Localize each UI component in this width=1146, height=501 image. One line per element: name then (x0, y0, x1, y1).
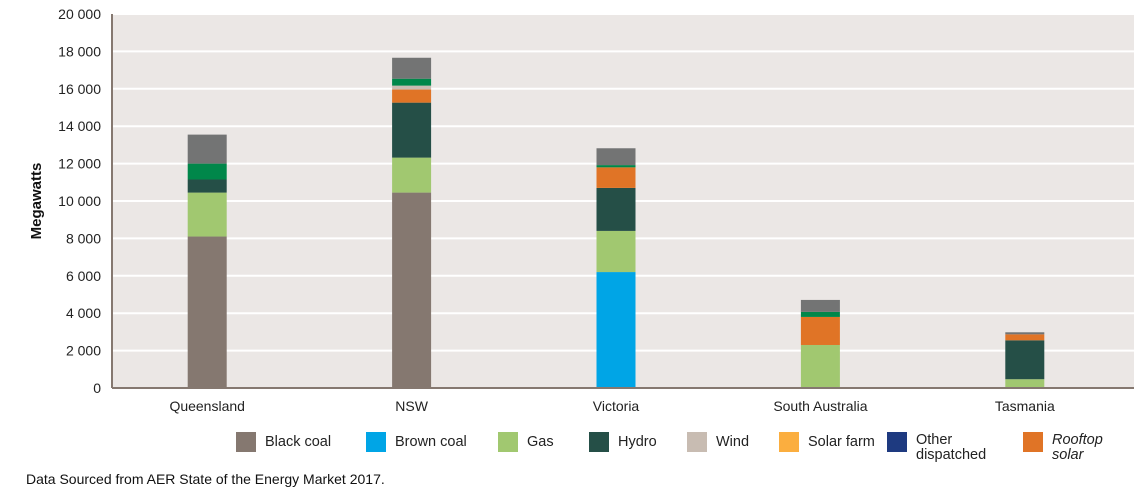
legend-label: Hydro (618, 434, 657, 450)
bar-segment-gas (392, 157, 432, 193)
y-tick-label: 16 000 (58, 81, 101, 97)
x-tick-label: Queensland (169, 398, 245, 414)
x-tick-label: NSW (395, 398, 428, 414)
y-axis-label: Megawatts (28, 163, 45, 240)
y-tick-label: 12 000 (58, 156, 101, 172)
legend-label: Solar farm (808, 434, 875, 450)
legend-item: Hydro (589, 432, 687, 463)
legend-item: Gas (498, 432, 589, 463)
bar-segment-hydro (187, 179, 227, 193)
legend-label: Gas (527, 434, 554, 450)
legend-swatch (1023, 432, 1043, 452)
y-tick-label: 6 000 (66, 268, 101, 284)
bar-segment-unlabeled (392, 57, 432, 79)
y-tick-label: 2 000 (66, 343, 101, 359)
bar-segment-brown-coal (596, 272, 636, 388)
legend-item: Brown coal (366, 432, 498, 463)
legend-label: Rooftop solar (1052, 432, 1103, 463)
legend-swatch (498, 432, 518, 452)
legend-item: Solar farm (779, 432, 887, 463)
y-tick-label: 20 000 (58, 6, 101, 22)
x-tick-label: Victoria (593, 398, 640, 414)
bar-segment-unlabeled (187, 134, 227, 164)
bar-segment-unlabeled (800, 311, 840, 317)
x-tick-label: South Australia (773, 398, 867, 414)
y-tick-label: 18 000 (58, 43, 101, 59)
legend-label: Black coal (265, 434, 332, 450)
footnote: Data Sourced from AER State of the Energ… (26, 471, 385, 487)
y-tick-label: 4 000 (66, 305, 101, 321)
legend-swatch (779, 432, 799, 452)
x-tick-label: Tasmania (995, 398, 1055, 414)
bar-segment-hydro (1005, 340, 1045, 380)
bar-segment-wind (392, 85, 432, 90)
legend-label: Other dispatched (916, 432, 987, 463)
legend-swatch (887, 432, 907, 452)
bar-segment-black-coal (392, 192, 432, 388)
y-tick-label: 10 000 (58, 193, 101, 209)
legend-swatch (236, 432, 256, 452)
bar-segment-rooftop-solar (596, 167, 636, 188)
bar-segment-unlabeled (187, 163, 227, 180)
bar-segment-unlabeled (596, 165, 636, 168)
y-tick-label: 8 000 (66, 230, 101, 246)
bar-segment-rooftop-solar (800, 316, 840, 345)
legend-swatch (589, 432, 609, 452)
legend-item: Rooftop solar (1023, 432, 1113, 463)
legend-swatch (687, 432, 707, 452)
bar-segment-unlabeled (1005, 332, 1045, 335)
bar-segment-unlabeled (392, 78, 432, 86)
bar-segment-gas (1005, 379, 1045, 388)
stacked-bar-chart: 0 2 000 4 000 6 000 8 000 10 000 12 000 14 000 1… (28, 6, 1134, 414)
legend-label: Brown coal (395, 434, 467, 450)
legend-label: Wind (716, 434, 750, 450)
bar-segment-rooftop-solar (392, 89, 432, 103)
bar-segment-gas (800, 344, 840, 388)
legend: Black coal Brown coal Gas Hydro Wind Solar fa… (236, 432, 1113, 463)
bar-segment-unlabeled (596, 148, 636, 166)
bar-segment-black-coal (187, 236, 227, 388)
bar-segment-gas (596, 230, 636, 273)
bar-segment-rooftop-solar (1005, 334, 1045, 341)
bar-segment-hydro (392, 102, 432, 158)
y-tick-label: 0 (93, 380, 101, 396)
bar-segment-gas (187, 192, 227, 237)
legend-item: Other dispatched (887, 432, 1023, 463)
bar-segment-unlabeled (800, 299, 840, 312)
legend-item: Black coal (236, 432, 366, 463)
bar-segment-hydro (596, 187, 636, 231)
legend-swatch (366, 432, 386, 452)
y-tick-label: 14 000 (58, 118, 101, 134)
legend-item: Wind (687, 432, 779, 463)
